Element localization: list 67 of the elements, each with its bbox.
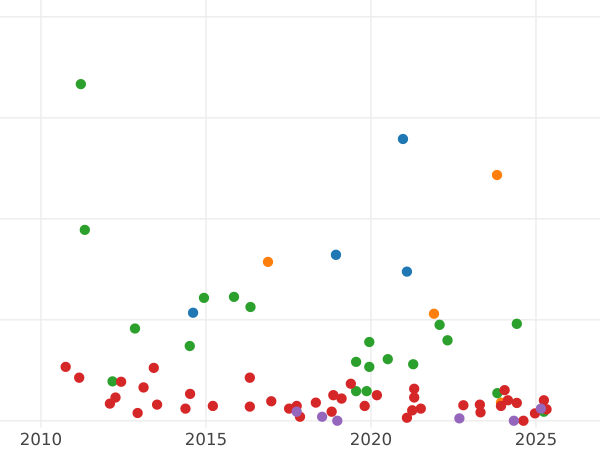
point [228, 292, 240, 302]
point [244, 372, 255, 383]
point [332, 416, 342, 426]
point [538, 395, 550, 406]
point [184, 340, 195, 352]
point [402, 412, 412, 423]
point [536, 404, 546, 414]
point [350, 356, 362, 368]
point [518, 416, 529, 426]
x-tick-label: 2015 [186, 432, 226, 446]
point [416, 404, 426, 414]
point [458, 400, 469, 410]
point [244, 401, 255, 412]
point [107, 376, 118, 387]
point [372, 390, 382, 400]
point [328, 390, 338, 400]
point [499, 384, 510, 396]
point [76, 79, 86, 90]
x-tick-label: 2010 [20, 432, 62, 446]
point [434, 320, 445, 330]
point [116, 376, 126, 387]
point [132, 408, 143, 418]
point [428, 308, 440, 319]
point [326, 406, 337, 417]
point [454, 413, 465, 424]
point [80, 224, 90, 236]
point [492, 170, 502, 180]
point [382, 354, 393, 364]
point [512, 398, 522, 408]
point [130, 323, 140, 334]
point [409, 384, 420, 394]
point [60, 362, 71, 372]
point [74, 372, 84, 383]
point [364, 362, 374, 372]
point [330, 250, 342, 260]
point [110, 392, 121, 403]
point [350, 386, 362, 396]
point [188, 308, 198, 318]
point [496, 400, 506, 412]
point [398, 134, 408, 144]
point [316, 412, 328, 422]
point [364, 336, 374, 348]
point [148, 362, 159, 374]
point [408, 359, 418, 370]
point [360, 400, 370, 412]
x-tick-label: 2025 [516, 432, 556, 446]
point [346, 378, 356, 389]
point [245, 302, 256, 312]
point [442, 335, 453, 346]
point [138, 382, 149, 393]
point [184, 388, 196, 399]
point [336, 393, 347, 404]
point [402, 266, 412, 277]
point [180, 404, 191, 414]
point [310, 397, 321, 408]
point [512, 318, 522, 329]
point [292, 406, 302, 417]
point [508, 416, 520, 426]
point [208, 400, 218, 412]
point [475, 407, 486, 418]
point [152, 399, 162, 410]
point [409, 392, 420, 403]
point [262, 256, 274, 268]
point [266, 396, 276, 406]
point [198, 292, 210, 304]
x-tick-label: 2020 [350, 432, 392, 446]
point [362, 386, 372, 396]
